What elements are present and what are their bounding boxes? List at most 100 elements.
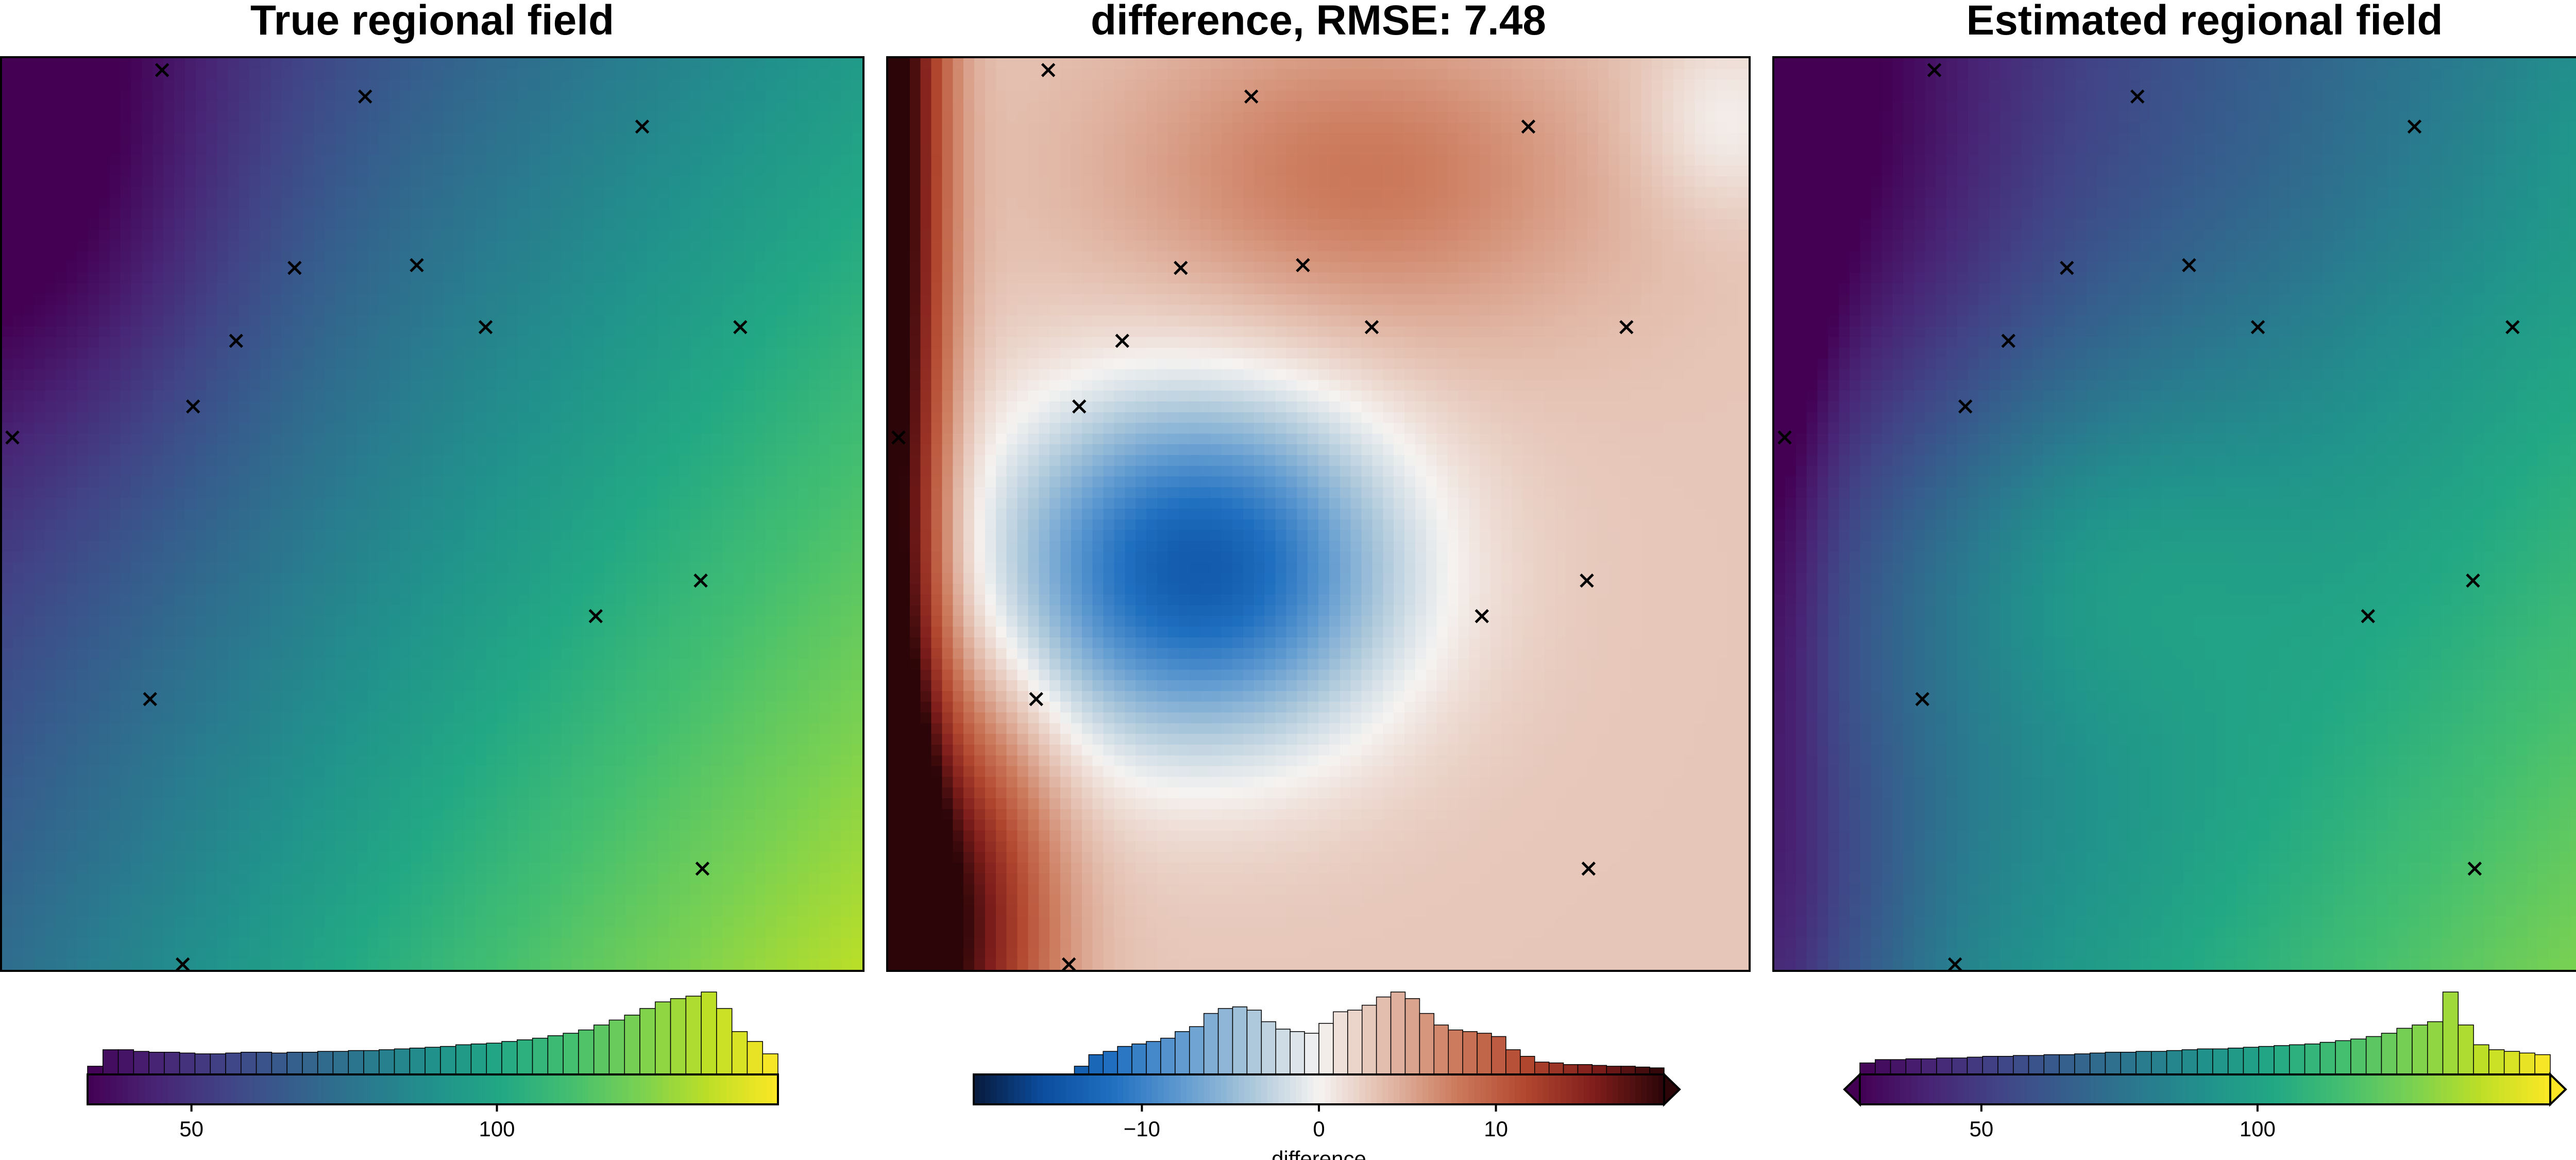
colorbar-segment — [461, 1074, 468, 1104]
histogram-bar — [2120, 1052, 2137, 1075]
colorbar-true: 50 100 — [0, 979, 865, 1160]
constraint-point-marker — [2060, 261, 2074, 275]
colorbar-segment — [2504, 1074, 2511, 1104]
colorbar-segment — [1911, 1074, 1918, 1104]
constraint-point-marker — [358, 89, 372, 104]
colorbar-segment — [266, 1074, 273, 1104]
colorbar-segment — [1866, 1074, 1872, 1104]
constraint-point-marker — [1581, 861, 1596, 876]
histogram-bar — [2381, 1033, 2397, 1075]
constraint-point-marker — [1174, 261, 1188, 275]
true-field-map — [0, 56, 865, 972]
colorbar-segment — [1652, 1074, 1659, 1104]
colorbar-segment — [996, 1074, 1003, 1104]
colorbar-segment — [2343, 1074, 2349, 1104]
histogram-bar — [1290, 1031, 1305, 1075]
colorbar-segment — [1428, 1074, 1435, 1104]
histogram-bar — [241, 1052, 257, 1075]
colorbar-segment — [226, 1074, 232, 1104]
colorbar-label: difference — [1272, 1147, 1366, 1160]
histogram-bar — [2304, 1044, 2321, 1075]
colorbar-segment — [1917, 1074, 1924, 1104]
constraint-point-marker — [2505, 320, 2520, 334]
constraint-point-marker — [1029, 692, 1043, 707]
histogram-bar — [1905, 1058, 1922, 1075]
colorbar-segment — [1923, 1074, 1929, 1104]
colorbar-segment — [1445, 1074, 1452, 1104]
colorbar-segment — [2406, 1074, 2413, 1104]
constraint-point-marker — [635, 119, 650, 134]
histogram-bar — [2181, 1049, 2198, 1075]
colorbar-segment — [329, 1074, 335, 1104]
histogram-bar — [332, 1051, 349, 1075]
histogram-bar — [1275, 1029, 1291, 1075]
colorbar-segment — [2182, 1074, 2189, 1104]
colorbar-segment — [133, 1074, 140, 1104]
colorbar-segment — [1877, 1074, 1884, 1104]
colorbar-segment — [766, 1074, 773, 1104]
histogram-bar — [1203, 1013, 1219, 1075]
colorbar-segment — [202, 1074, 209, 1104]
colorbar-segment — [657, 1074, 664, 1104]
colorbar-segment — [1589, 1074, 1596, 1104]
colorbar-segment — [1112, 1074, 1118, 1104]
colorbar-segment — [1365, 1074, 1371, 1104]
histogram-bar — [639, 1008, 656, 1075]
histogram-bar — [2105, 1052, 2121, 1075]
histogram-bar — [1620, 1066, 1636, 1075]
histogram-bar — [1088, 1054, 1104, 1075]
colorbar-segment — [1980, 1074, 1987, 1104]
colorbar-segment — [272, 1074, 278, 1104]
histogram-bar — [1304, 1033, 1319, 1075]
colorbar-segment — [289, 1074, 295, 1104]
colorbar-segment — [1554, 1074, 1561, 1104]
colorbar-segment — [174, 1074, 180, 1104]
histogram-bar — [2412, 1024, 2428, 1075]
constraint-point-marker — [1619, 320, 1634, 334]
histogram-bar — [1117, 1046, 1132, 1075]
colorbar-segment — [1929, 1074, 1935, 1104]
colorbar-segment — [668, 1074, 675, 1104]
histogram-bar — [1261, 1021, 1276, 1075]
colorbar-segment — [1031, 1074, 1038, 1104]
colorbar-segment — [974, 1074, 980, 1104]
colorbar-segment — [2130, 1074, 2137, 1104]
colorbar-segment — [1370, 1074, 1377, 1104]
colorbar-segment — [1158, 1074, 1164, 1104]
colorbar-segment — [1399, 1074, 1406, 1104]
colorbar-segment — [1601, 1074, 1607, 1104]
histogram-bar — [1875, 1059, 1891, 1075]
colorbar-segment — [404, 1074, 411, 1104]
colorbar-segment — [1353, 1074, 1360, 1104]
colorbar-segment — [1163, 1074, 1170, 1104]
colorbar-segment — [2516, 1074, 2522, 1104]
colorbar-segment — [1261, 1074, 1268, 1104]
histogram-bar — [762, 1053, 778, 1075]
colorbar-segment — [1250, 1074, 1256, 1104]
colorbar-segment — [1347, 1074, 1354, 1104]
colorbar-segment — [2291, 1074, 2298, 1104]
histogram-bar — [670, 998, 687, 1075]
constraint-point-marker — [2182, 258, 2196, 273]
histogram-bar — [1591, 1065, 1607, 1075]
colorbar-segment — [2429, 1074, 2436, 1104]
colorbar-segment — [1181, 1074, 1187, 1104]
colorbar-segment — [300, 1074, 307, 1104]
colorbar-segment — [2245, 1074, 2252, 1104]
histogram-bar — [1390, 991, 1406, 1075]
colorbar-segment — [243, 1074, 249, 1104]
histogram-bar — [2519, 1052, 2535, 1075]
colorbar-segment — [1647, 1074, 1653, 1104]
histogram-bar — [1951, 1057, 1968, 1075]
colorbar-difference: −10 0 10 difference — [886, 979, 1751, 1160]
colorbar-segment — [1313, 1074, 1319, 1104]
constraint-point-marker — [891, 430, 906, 445]
colorbar-segment — [691, 1074, 698, 1104]
histogram-bar — [470, 1044, 487, 1075]
constraint-point-marker — [478, 320, 493, 334]
colorbar-segment — [1451, 1074, 1458, 1104]
colorbar-segment — [2533, 1074, 2539, 1104]
colorbar-segment — [1658, 1074, 1665, 1104]
colorbar-segment — [2073, 1074, 2079, 1104]
constraint-point-marker — [1958, 399, 1973, 414]
